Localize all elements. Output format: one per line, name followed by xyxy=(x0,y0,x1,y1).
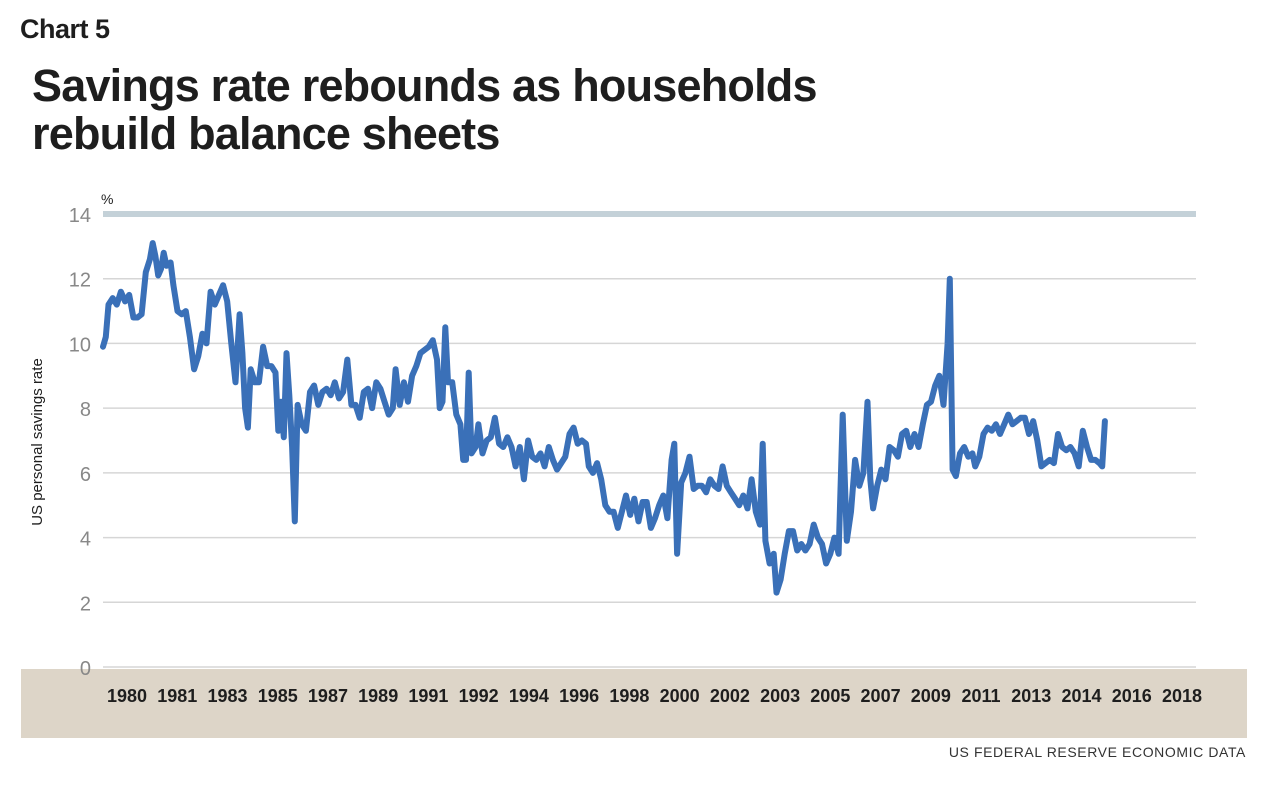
x-tick-label-2002: 2002 xyxy=(710,686,750,706)
source-note: US FEDERAL RESERVE ECONOMIC DATA xyxy=(948,744,1246,760)
chart-title: Savings rate rebounds as households rebu… xyxy=(32,62,932,158)
x-tick-label-1998: 1998 xyxy=(609,686,649,706)
x-tick-label-2005: 2005 xyxy=(810,686,850,706)
y-tick-label-12: 12 xyxy=(69,270,91,292)
x-tick-label-1981: 1981 xyxy=(157,686,197,706)
line-chart: 0 2 4 6 8 10 12 14 % US personal savings rate 1… xyxy=(21,191,1247,738)
series-group xyxy=(100,240,1108,596)
x-tick-label-2007: 2007 xyxy=(861,686,901,706)
x-tick-label-2009: 2009 xyxy=(911,686,951,706)
y-unit-label: % xyxy=(101,191,113,207)
x-tick-label-1991: 1991 xyxy=(408,686,448,706)
x-tick-label-2013: 2013 xyxy=(1011,686,1051,706)
x-tick-label-1996: 1996 xyxy=(559,686,599,706)
x-tick-label-2003: 2003 xyxy=(760,686,800,706)
chart-title-line-2: rebuild balance sheets xyxy=(32,108,500,159)
x-axis-band xyxy=(21,669,1247,738)
x-tick-label-1992: 1992 xyxy=(459,686,499,706)
chart-number-label: Chart 5 xyxy=(20,14,110,44)
y-tick-label-2: 2 xyxy=(80,593,91,615)
y-tick-label-14: 14 xyxy=(69,205,91,227)
x-tick-label-2016: 2016 xyxy=(1112,686,1152,706)
y-tick-label-10: 10 xyxy=(69,334,91,356)
x-tick-label-1985: 1985 xyxy=(258,686,298,706)
x-tick-label-1994: 1994 xyxy=(509,686,549,706)
savings-rate-line xyxy=(100,240,1108,596)
x-tick-label-2011: 2011 xyxy=(962,686,1001,706)
y-axis-label: US personal savings rate xyxy=(29,358,46,526)
x-tick-labels: 1980 1981 1983 1985 1987 1989 1991 1992 1994 1996… xyxy=(107,686,1202,706)
y-tick-label-4: 4 xyxy=(80,529,91,551)
gridlines xyxy=(103,211,1196,668)
y-tick-labels: 0 2 4 6 8 10 12 14 xyxy=(69,205,91,680)
x-tick-label-1983: 1983 xyxy=(207,686,247,706)
x-tick-label-2014: 2014 xyxy=(1062,686,1102,706)
x-tick-label-1989: 1989 xyxy=(358,686,398,706)
y-tick-label-6: 6 xyxy=(80,464,91,486)
y-tick-label-8: 8 xyxy=(80,399,91,421)
x-tick-label-2000: 2000 xyxy=(660,686,700,706)
x-tick-label-1987: 1987 xyxy=(308,686,348,706)
y-tick-label-0: 0 xyxy=(80,658,91,680)
x-tick-label-2018: 2018 xyxy=(1162,686,1202,706)
x-tick-label-1980: 1980 xyxy=(107,686,147,706)
chart-title-line-1: Savings rate rebounds as households xyxy=(32,60,818,111)
